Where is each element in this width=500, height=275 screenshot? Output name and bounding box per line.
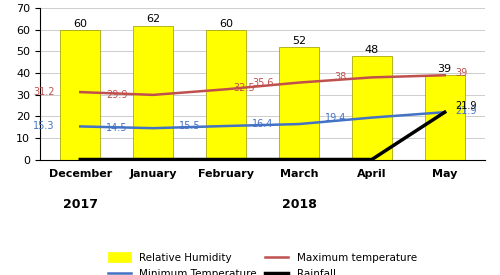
Text: 21.9: 21.9 — [456, 101, 477, 111]
Bar — [60, 30, 100, 160]
Text: 60: 60 — [74, 19, 88, 29]
Text: 38: 38 — [334, 72, 346, 82]
Text: 39: 39 — [438, 64, 452, 74]
Text: 2018: 2018 — [282, 198, 316, 211]
Text: 19.4: 19.4 — [325, 112, 346, 123]
Bar — [279, 47, 319, 160]
Bar — [206, 30, 246, 160]
Text: 52: 52 — [292, 36, 306, 46]
Text: 60: 60 — [219, 19, 233, 29]
Text: 14.5: 14.5 — [106, 123, 128, 133]
Text: 62: 62 — [146, 15, 160, 24]
Text: 15.5: 15.5 — [179, 121, 201, 131]
Text: 29.9: 29.9 — [106, 90, 128, 100]
Text: 48: 48 — [364, 45, 379, 55]
Text: 35.6: 35.6 — [252, 78, 274, 87]
Text: 39: 39 — [456, 68, 468, 78]
Legend: Relative Humidity, Minimum Temperature, Maximum temperature, Rainfall: Relative Humidity, Minimum Temperature, … — [108, 252, 417, 275]
Text: 2017: 2017 — [63, 198, 98, 211]
Text: 32.5: 32.5 — [234, 82, 255, 93]
Text: 15.3: 15.3 — [34, 122, 55, 131]
Bar — [424, 75, 465, 160]
Text: 31.2: 31.2 — [34, 87, 55, 97]
Text: 21.9: 21.9 — [456, 106, 477, 116]
Bar — [352, 56, 392, 160]
Text: 16.4: 16.4 — [252, 119, 274, 129]
Bar — [133, 26, 173, 159]
